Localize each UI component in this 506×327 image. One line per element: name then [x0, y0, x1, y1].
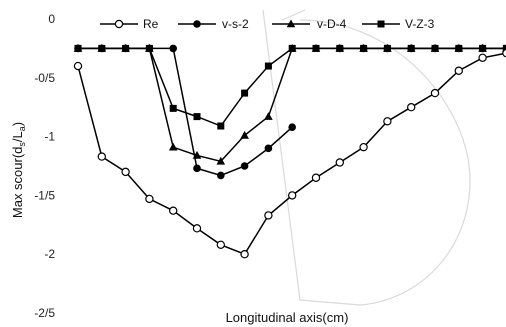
data-point-V-Z-3	[407, 44, 415, 52]
data-point-V-Z-3	[360, 44, 368, 52]
data-point-Re	[478, 53, 487, 63]
data-point-Re	[264, 211, 273, 220]
data-point-V-Z-3	[336, 44, 344, 52]
data-point-V-Z-3	[431, 44, 439, 52]
data-point-V-Z-3	[169, 104, 177, 112]
watermark	[262, 9, 471, 306]
series-Re	[73, 48, 506, 259]
data-point-V-Z-3	[98, 44, 106, 52]
series-layer	[73, 43, 506, 259]
data-point-V-Z-3	[122, 44, 130, 52]
data-point-V-Z-3	[217, 122, 225, 130]
data-point-v-s-2	[193, 164, 201, 173]
data-point-Re	[430, 88, 440, 98]
data-point-V-Z-3	[74, 44, 82, 52]
y-tick-label: -1/5	[34, 188, 55, 202]
series-V-Z-3	[74, 44, 506, 130]
data-point-Re	[97, 152, 107, 161]
data-point-Re	[73, 61, 83, 71]
data-point-v-D-4	[168, 142, 178, 151]
series-line-Re	[77, 52, 506, 256]
data-point-V-Z-3	[502, 44, 506, 52]
data-point-v-D-4	[216, 156, 226, 165]
legend-label: v-D-4	[317, 17, 347, 31]
data-point-V-Z-3	[193, 113, 201, 121]
y-tick-label: -2	[44, 247, 55, 261]
legend-label: V-Z-3	[405, 17, 435, 31]
data-point-Re	[359, 142, 368, 152]
x-axis-label: Longitudinal axis(cm)	[226, 310, 349, 325]
data-point-V-Z-3	[288, 44, 296, 52]
data-point-Re	[502, 48, 506, 58]
y-tick-label: 0	[48, 12, 55, 26]
data-point-v-D-4	[192, 150, 202, 159]
legend-marker	[286, 19, 296, 28]
y-axis-ticks: 0 -0/5 -1 -1/5 -2 -2/5	[34, 12, 55, 320]
data-point-Re	[383, 117, 392, 126]
data-point-Re	[192, 224, 202, 233]
data-point-Re	[145, 194, 154, 204]
data-point-v-s-2	[240, 162, 249, 170]
series-v-D-4	[73, 43, 506, 165]
data-point-V-Z-3	[383, 44, 391, 52]
data-point-v-s-2	[169, 44, 177, 53]
legend-marker	[193, 20, 201, 28]
data-point-V-Z-3	[455, 44, 463, 52]
legend-label: Re	[143, 17, 159, 31]
data-point-V-Z-3	[145, 44, 153, 52]
legend-item-v-D-4: v-D-4	[272, 17, 347, 31]
data-point-Re	[335, 158, 344, 167]
data-point-v-s-2	[264, 144, 273, 153]
series-line-v-D-4	[78, 47, 506, 163]
series-v-s-2	[74, 44, 506, 180]
legend-item-Re: Re	[100, 17, 159, 31]
legend-item-v-s-2: v-s-2	[178, 17, 249, 31]
legend-marker	[114, 19, 124, 29]
y-tick-label: -1	[44, 130, 55, 144]
data-point-v-D-4	[264, 112, 273, 120]
data-point-Re	[454, 66, 463, 75]
data-point-V-Z-3	[264, 62, 272, 70]
y-tick-label: -0/5	[34, 71, 55, 85]
data-point-v-s-2	[217, 171, 225, 180]
data-point-Re	[288, 191, 297, 200]
data-point-V-Z-3	[312, 44, 320, 52]
legend-marker	[377, 20, 385, 28]
data-point-v-D-4	[240, 130, 249, 139]
legend-item-V-Z-3: V-Z-3	[362, 17, 435, 31]
data-point-V-Z-3	[479, 44, 487, 52]
y-tick-label: -2/5	[34, 306, 55, 320]
data-point-v-s-2	[288, 123, 297, 131]
data-point-Re	[311, 173, 321, 182]
legend-label: v-s-2	[222, 17, 249, 31]
data-point-Re	[168, 206, 178, 215]
data-point-Re	[121, 167, 130, 177]
data-point-Re	[240, 249, 249, 259]
legend: Re v-s-2 v-D-4 V-Z-3	[100, 17, 435, 31]
y-axis-label: Max scour(ds/La)	[10, 122, 27, 218]
data-point-Re	[216, 240, 225, 249]
data-point-Re	[407, 102, 416, 112]
data-point-V-Z-3	[241, 89, 249, 97]
